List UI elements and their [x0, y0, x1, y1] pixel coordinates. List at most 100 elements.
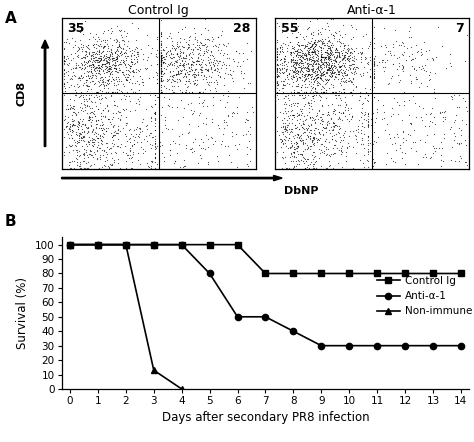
Point [101, 60, 109, 67]
Point [66, 123, 73, 130]
Point [292, 83, 300, 90]
Text: 55: 55 [281, 22, 299, 35]
Point [91, 53, 99, 61]
Point [122, 121, 130, 128]
Point [323, 46, 330, 53]
Anti-α-1 [346, 343, 352, 348]
Point [298, 57, 305, 64]
Point [181, 163, 188, 170]
Point [157, 61, 164, 69]
Point [77, 41, 85, 48]
Point [151, 139, 159, 146]
Point [412, 66, 419, 73]
Point [202, 114, 210, 122]
Point [339, 110, 346, 117]
Point [304, 70, 312, 77]
Point [329, 123, 337, 130]
Point [90, 107, 98, 114]
Point [439, 144, 447, 151]
Point [99, 61, 106, 68]
Point [73, 128, 80, 135]
Point [121, 74, 128, 81]
Point [89, 61, 96, 69]
Point [287, 154, 294, 161]
Point [306, 146, 314, 153]
Point [281, 123, 289, 130]
Point [153, 33, 161, 40]
Point [296, 30, 304, 37]
Point [301, 94, 309, 101]
Point [328, 55, 335, 62]
Point [318, 39, 326, 46]
Point [336, 133, 344, 141]
Point [62, 57, 69, 64]
Point [292, 68, 299, 75]
Point [337, 31, 344, 38]
Point [100, 126, 108, 133]
Point [315, 128, 322, 135]
Point [93, 148, 101, 155]
Point [365, 145, 372, 152]
Point [240, 50, 247, 57]
Point [322, 62, 330, 69]
Point [275, 69, 283, 76]
Point [129, 150, 137, 157]
Point [114, 69, 121, 76]
Point [182, 88, 189, 95]
Point [210, 67, 218, 74]
Point [288, 137, 295, 145]
Point [144, 53, 152, 61]
Point [317, 72, 324, 80]
Point [293, 144, 301, 151]
Point [157, 81, 164, 88]
Point [90, 138, 97, 145]
Point [101, 74, 109, 81]
Point [117, 109, 124, 116]
Point [335, 67, 342, 74]
Point [315, 74, 322, 81]
Point [338, 33, 346, 40]
Point [365, 139, 372, 146]
Point [399, 127, 407, 134]
Point [291, 63, 299, 70]
Point [307, 122, 315, 129]
Point [374, 109, 381, 116]
Point [334, 123, 341, 130]
Point [104, 58, 111, 65]
Point [63, 128, 71, 135]
Point [314, 27, 322, 34]
Point [304, 72, 312, 79]
Point [230, 57, 237, 65]
Point [111, 102, 118, 109]
Point [177, 96, 185, 103]
Point [100, 53, 107, 61]
Point [218, 138, 226, 145]
Point [141, 148, 148, 155]
Point [201, 50, 208, 57]
Point [102, 82, 109, 89]
Point [87, 118, 95, 126]
Point [328, 59, 336, 66]
Point [392, 27, 399, 34]
Point [353, 64, 360, 71]
Point [157, 61, 164, 68]
Point [301, 58, 309, 65]
Point [157, 67, 164, 74]
Y-axis label: Survival (%): Survival (%) [17, 277, 29, 349]
Point [287, 88, 294, 95]
Point [97, 38, 105, 45]
Point [182, 55, 190, 62]
Point [176, 53, 184, 60]
Point [177, 55, 185, 62]
Point [305, 65, 312, 72]
Point [291, 74, 298, 81]
Anti-α-1 [319, 343, 324, 348]
Point [115, 42, 123, 49]
Point [173, 103, 181, 110]
Point [157, 61, 164, 68]
Point [76, 92, 84, 99]
Point [96, 155, 104, 162]
Point [308, 48, 316, 55]
Point [229, 108, 237, 115]
Point [303, 60, 310, 67]
